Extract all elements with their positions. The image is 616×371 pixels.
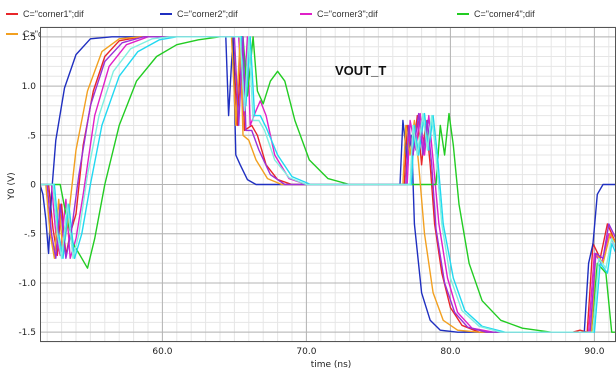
y-tick-label: -1.0 [18, 279, 36, 289]
y-tick-label: -.5 [24, 230, 36, 240]
legend-label: C="corner1";dif [23, 9, 84, 19]
series-line-4 [40, 36, 616, 333]
chart-title: VOUT_T [335, 63, 386, 78]
legend-swatch [160, 13, 172, 15]
legend-label: C="corner4";dif [474, 9, 535, 19]
x-tick-label: 90.0 [584, 347, 604, 357]
legend-swatch [6, 33, 18, 35]
y-axis-label: Y0 (V) [7, 172, 17, 200]
y-tick-label: -1.5 [18, 328, 36, 338]
legend-item-4: C="corner4";dif [457, 8, 535, 20]
x-axis: 60.0 70.0 80.0 90.0 [152, 347, 604, 357]
legend-item-3: C="corner3";dif [300, 8, 378, 20]
y-tick-label: 0 [30, 181, 36, 191]
x-axis-label: time (ns) [311, 360, 352, 370]
legend-swatch [6, 13, 18, 15]
x-tick-label: 80.0 [440, 347, 460, 357]
y-axis: 1.5 1.0 .5 0 -.5 -1.0 -1.5 [18, 33, 36, 338]
series-line-6 [40, 36, 616, 333]
legend-swatch [457, 13, 469, 15]
x-tick-label: 70.0 [296, 347, 316, 357]
legend-item-1: C="corner1";dif [6, 8, 84, 20]
legend-label: C="corner2";dif [177, 9, 238, 19]
x-tick-label: 60.0 [152, 347, 172, 357]
y-tick-label: 1.5 [22, 33, 36, 43]
legend-label: C="corner3";dif [317, 9, 378, 19]
y-tick-label: 1.0 [22, 82, 37, 92]
series-line-8 [40, 36, 616, 333]
series-layer [40, 36, 616, 333]
series-line-7 [40, 36, 616, 333]
legend-item-2: C="corner2";dif [160, 8, 238, 20]
legend-swatch [300, 13, 312, 15]
y-tick-label: .5 [27, 131, 36, 141]
series-line-3 [40, 36, 616, 333]
